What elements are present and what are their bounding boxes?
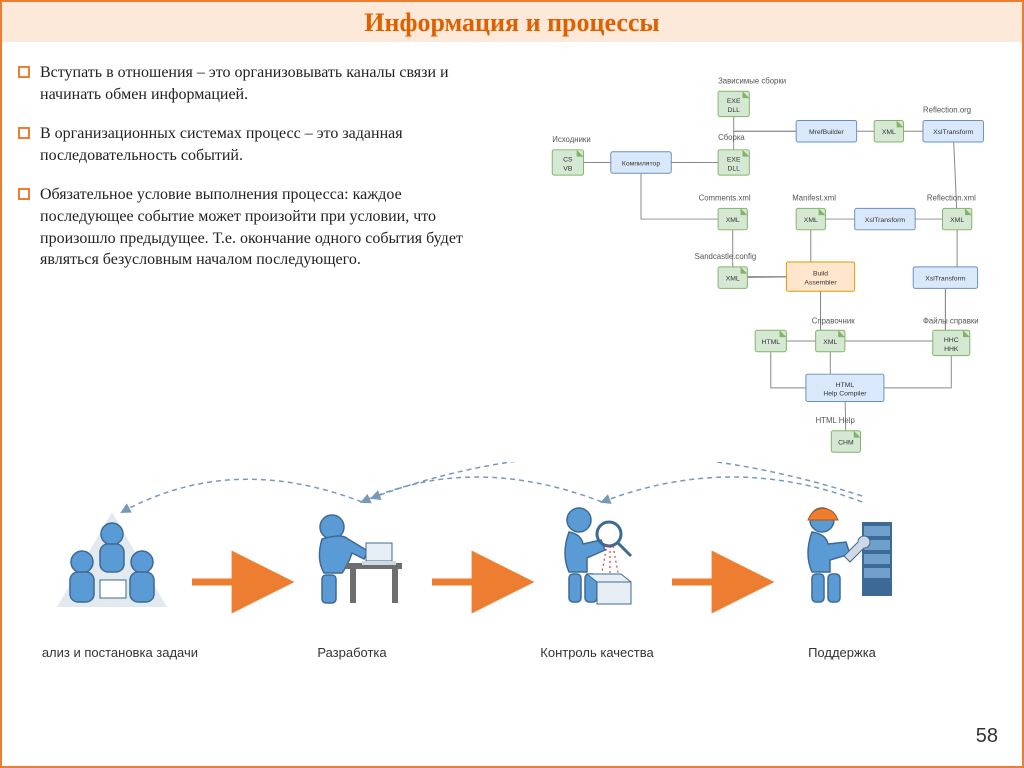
stage-label: Контроль качества [540,645,654,660]
feedback-arc [122,479,362,512]
svg-text:XML: XML [726,275,740,282]
text-column: Вступать в отношения – это организовыват… [18,62,498,462]
bullet-item: Вступать в отношения – это организовыват… [18,62,498,105]
svg-text:Сборка: Сборка [718,133,745,142]
svg-text:Справочник: Справочник [812,316,855,325]
svg-text:Исходники: Исходники [552,135,590,144]
bullet-item: В организационных системах процесс – это… [18,123,498,166]
stage-label: Разработка [317,645,387,660]
flowchart-edge [953,131,957,219]
svg-text:HTML: HTML [762,339,781,346]
svg-text:Компилятор: Компилятор [622,160,660,167]
svg-text:XML: XML [950,217,964,224]
svg-text:XslTransform: XslTransform [865,217,906,224]
stage-label: Поддержка [808,645,877,660]
flowchart-diagram: EXEDLL CSVB Компилятор Сборка EXEDLL MrefBuil… [518,62,1006,462]
flowchart-svg: EXEDLL CSVB Компилятор Сборка EXEDLL MrefBuil… [518,62,1006,462]
bullet-text: Обязательное условие выполнения процесса… [40,186,463,268]
bullet-square-icon [18,66,30,78]
svg-text:XML: XML [804,217,818,224]
feedback-arc [602,477,862,502]
svg-text:XslTransform: XslTransform [933,129,974,136]
svg-text:Зависимые сборки: Зависимые сборки [718,76,786,85]
stage-3-figure [565,508,631,604]
svg-text:MrefBuilder: MrefBuilder [809,129,845,136]
stage-1-figure [57,512,167,607]
svg-text:XML: XML [726,217,740,224]
feedback-arc [372,462,862,498]
svg-text:Comments.xml: Comments.xml [699,194,751,203]
svg-text:HTML Help: HTML Help [816,416,856,425]
bullet-text: В организационных системах процесс – это… [40,125,403,164]
title-bar: Информация и процессы [2,2,1022,42]
stage-2-figure [319,515,402,603]
upper-section: Вступать в отношения – это организовыват… [2,42,1022,470]
svg-text:Manifest.xml: Manifest.xml [792,194,836,203]
bullet-square-icon [18,127,30,139]
svg-text:HHCHHK: HHCHHK [944,337,959,353]
svg-text:CSVB: CSVB [563,157,573,173]
svg-text:Reflection.org: Reflection.org [923,106,971,115]
svg-text:EXEDLL: EXEDLL [727,98,741,114]
svg-text:CHM: CHM [838,439,854,446]
bullet-square-icon [18,188,30,200]
svg-text:EXEDLL: EXEDLL [727,157,741,173]
svg-text:XML: XML [882,129,896,136]
bullet-item: Обязательное условие выполнения процесса… [18,184,498,270]
stage-4-figure [808,508,892,602]
svg-text:XslTransform: XslTransform [925,275,966,282]
process-stages-figure: Анализ и постановка задачи Разработка Ко… [2,462,1022,682]
page-number: 58 [976,725,998,748]
stage-label: Анализ и постановка задачи [42,645,198,660]
svg-text:Файлы справки: Файлы справки [923,316,979,325]
bullet-text: Вступать в отношения – это организовыват… [40,64,449,103]
svg-text:XML: XML [823,339,837,346]
svg-text:Reflection.xml: Reflection.xml [927,194,976,203]
process-svg: Анализ и постановка задачи Разработка Ко… [42,462,982,682]
svg-text:Sandcastle.config: Sandcastle.config [695,252,757,261]
page-title: Информация и процессы [2,8,1022,38]
